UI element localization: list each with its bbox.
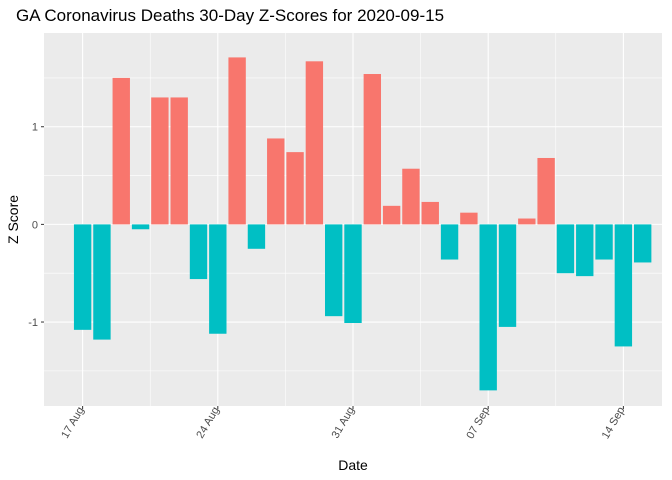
bar: [344, 224, 362, 324]
bar: [402, 168, 420, 225]
x-tick-label: 31 Aug: [330, 405, 358, 441]
bar: [189, 224, 208, 280]
x-tick-label: 07 Sep: [464, 405, 492, 441]
bar: [576, 224, 594, 277]
bar: [228, 57, 246, 225]
bar: [633, 224, 652, 263]
chart-title: GA Coronavirus Deaths 30-Day Z-Scores fo…: [16, 6, 445, 25]
y-tick-label: -1: [28, 317, 38, 329]
x-tick-label: 24 Aug: [194, 405, 222, 441]
bar: [286, 152, 304, 225]
bar: [382, 205, 401, 225]
y-axis-title: Z Score: [5, 195, 21, 244]
bar: [556, 224, 575, 274]
bar: [112, 77, 130, 225]
bar: [537, 157, 555, 225]
bar: [73, 224, 92, 330]
y-tick-label: 1: [32, 122, 38, 134]
bar: [131, 224, 150, 230]
bar: [209, 224, 227, 334]
x-tick-label: 17 Aug: [59, 405, 87, 441]
bar: [595, 224, 613, 260]
bar: [151, 97, 169, 225]
bar: [421, 201, 439, 225]
bar: [305, 61, 324, 225]
bar: [460, 212, 478, 225]
x-axis: 17 Aug 24 Aug 31 Aug 07 Sep 14 Sep: [59, 405, 627, 441]
bar: [324, 224, 343, 317]
bar: [247, 224, 266, 249]
y-axis: -1 0 1: [28, 122, 44, 329]
x-axis-title: Date: [338, 457, 368, 473]
bar: [93, 224, 111, 340]
bar: [363, 74, 382, 225]
bar: [614, 224, 633, 347]
bar: [440, 224, 459, 260]
bars: [73, 57, 652, 391]
y-tick-label: 0: [32, 219, 38, 231]
bar: [267, 138, 285, 225]
bar: [170, 97, 188, 225]
bar: [498, 224, 517, 327]
bar: [479, 224, 497, 391]
x-tick-label: 14 Sep: [600, 405, 628, 441]
bar: [518, 218, 536, 225]
